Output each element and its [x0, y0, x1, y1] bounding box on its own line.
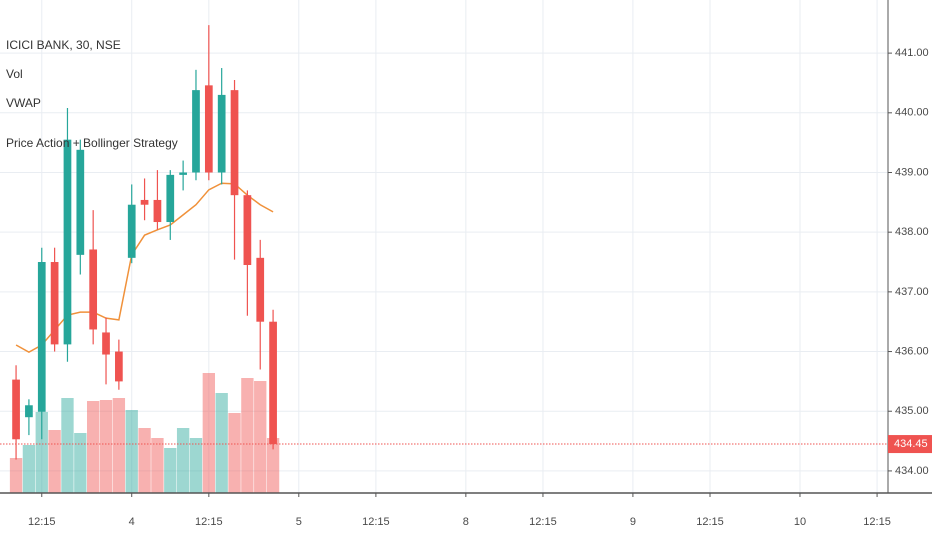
x-tick-label: 10: [794, 516, 806, 528]
volume-bar: [164, 448, 177, 493]
last-price-box: [888, 435, 932, 454]
candle-body: [204, 85, 213, 173]
y-tick-label: 441.00: [895, 47, 929, 59]
candle-body: [192, 90, 200, 173]
y-tick-label: 440.00: [895, 107, 929, 119]
candle-body: [63, 139, 72, 345]
candle-body: [12, 379, 20, 440]
x-tick-label: 5: [296, 516, 302, 528]
candle-body: [127, 204, 136, 258]
y-tick-label: 439.00: [895, 166, 929, 178]
y-tick-label: 437.00: [895, 286, 929, 298]
x-tick-label: 4: [129, 516, 135, 528]
x-tick-label: 12:15: [529, 516, 557, 528]
volume-bar: [254, 381, 267, 493]
volume-bar: [266, 438, 280, 493]
volume-bar: [138, 428, 151, 493]
volume-bar: [228, 413, 241, 493]
x-tick-label: 12:15: [696, 516, 724, 528]
candle-body: [102, 332, 110, 355]
volume-bar: [112, 398, 126, 493]
x-tick-label: 12:15: [863, 516, 891, 528]
indicator-label: Vol: [6, 67, 23, 81]
y-tick-label: 435.00: [895, 405, 929, 417]
x-tick-label: 12:15: [362, 516, 390, 528]
candle-body: [153, 199, 162, 223]
candle-body: [256, 257, 265, 322]
y-tick-label: 434.00: [895, 465, 929, 477]
volume-bar: [125, 410, 138, 493]
candle-body: [25, 405, 33, 418]
candle-body: [140, 199, 149, 205]
candle-body: [166, 174, 175, 223]
y-tick-label: 436.00: [895, 345, 929, 357]
volume-bar: [61, 398, 74, 493]
volume-bar: [9, 458, 23, 493]
vwap-line: [15, 182, 274, 354]
candle-body: [179, 172, 187, 175]
volume-bar: [189, 438, 203, 493]
volume-bar: [176, 428, 190, 493]
x-tick-label: 9: [630, 516, 636, 528]
candle-body: [243, 195, 252, 266]
candle-body: [37, 262, 46, 412]
volume-bar: [241, 378, 254, 493]
indicator-label: VWAP: [6, 96, 41, 110]
x-tick-label: 8: [463, 516, 469, 528]
candle-body: [50, 262, 59, 345]
candle-body: [217, 94, 226, 173]
symbol-title: ICICI BANK, 30, NSE: [6, 38, 121, 52]
volume-bar: [87, 401, 100, 493]
volume-bar: [48, 430, 61, 493]
last-price-label: 434.45: [894, 438, 928, 450]
candle-body: [230, 90, 239, 196]
y-tick-label: 438.00: [895, 226, 929, 238]
plot-area: [0, 25, 888, 493]
volume-bar: [35, 412, 48, 493]
candle-body: [89, 249, 98, 330]
volume-bar: [22, 445, 36, 493]
volume-bar: [215, 393, 228, 493]
x-tick-label: 12:15: [195, 516, 223, 528]
volume-bar: [99, 400, 113, 493]
axes: 434.00 435.00 436.00 437.00 438.00 439.00 440.…: [28, 47, 932, 528]
x-tick-label: 12:15: [28, 516, 56, 528]
candle-body: [115, 351, 123, 382]
volume-bar: [151, 438, 164, 493]
indicator-label: Price Action + Bollinger Strategy: [6, 136, 178, 150]
candle-body: [269, 321, 277, 445]
volume-bar: [74, 433, 87, 493]
volume-bar: [202, 373, 215, 493]
candle-body: [76, 149, 85, 255]
